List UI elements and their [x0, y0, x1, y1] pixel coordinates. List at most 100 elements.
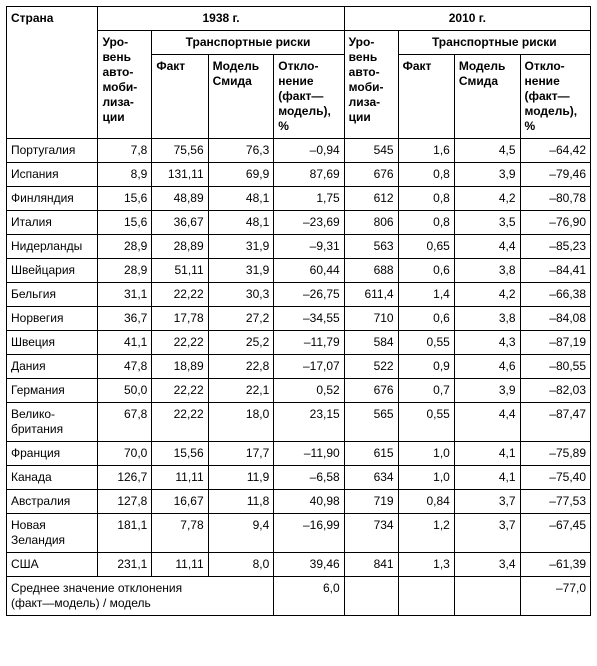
cell-fact-1938: 48,89: [152, 187, 208, 211]
cell-level-2010: 806: [344, 211, 398, 235]
cell-dev-2010: –61,39: [520, 553, 590, 577]
cell-fact-1938: 22,22: [152, 403, 208, 442]
cell-level-1938: 41,1: [98, 331, 152, 355]
cell-level-2010: 584: [344, 331, 398, 355]
table-body: Португалия7,875,5676,3–0,945451,64,5–64,…: [7, 139, 591, 577]
table-row: США231,111,118,039,468411,33,4–61,39: [7, 553, 591, 577]
cell-model-1938: 48,1: [208, 187, 274, 211]
cell-fact-2010: 1,4: [398, 283, 454, 307]
cell-dev-1938: –26,75: [274, 283, 344, 307]
cell-model-2010: 4,4: [454, 235, 520, 259]
table-row: Велико-британия67,822,2218,023,155650,55…: [7, 403, 591, 442]
cell-dev-2010: –82,03: [520, 379, 590, 403]
cell-dev-2010: –84,08: [520, 307, 590, 331]
cell-level-1938: 181,1: [98, 514, 152, 553]
table-row: Дания47,818,8922,8–17,075220,94,6–80,55: [7, 355, 591, 379]
cell-model-1938: 31,9: [208, 259, 274, 283]
col-2010: 2010 г.: [344, 7, 590, 31]
cell-fact-2010: 0,9: [398, 355, 454, 379]
cell-dev-1938: –6,58: [274, 466, 344, 490]
cell-dev-2010: –87,47: [520, 403, 590, 442]
cell-level-2010: 688: [344, 259, 398, 283]
cell-model-1938: 18,0: [208, 403, 274, 442]
cell-model-2010: 3,5: [454, 211, 520, 235]
cell-dev-2010: –67,45: [520, 514, 590, 553]
table-row: Бельгия31,122,2230,3–26,75611,41,44,2–66…: [7, 283, 591, 307]
cell-level-2010: 565: [344, 403, 398, 442]
cell-country: Бельгия: [7, 283, 98, 307]
cell-fact-2010: 0,84: [398, 490, 454, 514]
cell-level-2010: 676: [344, 163, 398, 187]
cell-fact-1938: 15,56: [152, 442, 208, 466]
cell-level-1938: 70,0: [98, 442, 152, 466]
cell-model-1938: 9,4: [208, 514, 274, 553]
cell-model-1938: 27,2: [208, 307, 274, 331]
cell-model-1938: 22,1: [208, 379, 274, 403]
cell-model-2010: 4,2: [454, 283, 520, 307]
table-row: Финляндия15,648,8948,11,756120,84,2–80,7…: [7, 187, 591, 211]
table-row: Канада126,711,1111,9–6,586341,04,1–75,40: [7, 466, 591, 490]
cell-level-2010: 676: [344, 379, 398, 403]
cell-model-1938: 31,9: [208, 235, 274, 259]
table-row: Франция70,015,5617,7–11,906151,04,1–75,8…: [7, 442, 591, 466]
cell-level-1938: 50,0: [98, 379, 152, 403]
cell-dev-1938: –17,07: [274, 355, 344, 379]
table-row: Португалия7,875,5676,3–0,945451,64,5–64,…: [7, 139, 591, 163]
cell-model-1938: 22,8: [208, 355, 274, 379]
table-header: Страна 1938 г. 2010 г. Уро-веньавто-моби…: [7, 7, 591, 139]
cell-dev-1938: –23,69: [274, 211, 344, 235]
col-risks-1938: Транспортные риски: [152, 31, 344, 55]
cell-dev-1938: 40,98: [274, 490, 344, 514]
cell-level-1938: 67,8: [98, 403, 152, 442]
cell-country: Швеция: [7, 331, 98, 355]
cell-dev-1938: –16,99: [274, 514, 344, 553]
cell-level-2010: 719: [344, 490, 398, 514]
cell-fact-1938: 36,67: [152, 211, 208, 235]
cell-dev-2010: –85,23: [520, 235, 590, 259]
cell-fact-2010: 0,8: [398, 211, 454, 235]
cell-model-1938: 25,2: [208, 331, 274, 355]
cell-dev-1938: –34,55: [274, 307, 344, 331]
cell-fact-1938: 22,22: [152, 331, 208, 355]
cell-dev-1938: 60,44: [274, 259, 344, 283]
table-row: Испания8,9131,1169,987,696760,83,9–79,46: [7, 163, 591, 187]
cell-model-1938: 30,3: [208, 283, 274, 307]
cell-level-2010: 734: [344, 514, 398, 553]
cell-fact-1938: 18,89: [152, 355, 208, 379]
cell-model-2010: 4,3: [454, 331, 520, 355]
col-fact-1938: Факт: [152, 55, 208, 139]
table-row: Нидерланды28,928,8931,9–9,315630,654,4–8…: [7, 235, 591, 259]
cell-fact-1938: 51,11: [152, 259, 208, 283]
cell-level-2010: 710: [344, 307, 398, 331]
cell-dev-1938: 0,52: [274, 379, 344, 403]
cell-model-1938: 17,7: [208, 442, 274, 466]
cell-fact-2010: 0,6: [398, 307, 454, 331]
cell-level-1938: 28,9: [98, 235, 152, 259]
cell-country: Велико-британия: [7, 403, 98, 442]
cell-country: Австралия: [7, 490, 98, 514]
cell-country: Финляндия: [7, 187, 98, 211]
cell-level-2010: 563: [344, 235, 398, 259]
cell-dev-2010: –76,90: [520, 211, 590, 235]
cell-dev-1938: 87,69: [274, 163, 344, 187]
cell-dev-2010: –66,38: [520, 283, 590, 307]
cell-level-2010: 522: [344, 355, 398, 379]
cell-fact-1938: 16,67: [152, 490, 208, 514]
cell-fact-1938: 75,56: [152, 139, 208, 163]
cell-level-1938: 231,1: [98, 553, 152, 577]
cell-country: Дания: [7, 355, 98, 379]
cell-model-2010: 4,1: [454, 442, 520, 466]
cell-dev-1938: –11,90: [274, 442, 344, 466]
cell-fact-2010: 1,0: [398, 466, 454, 490]
cell-dev-1938: –0,94: [274, 139, 344, 163]
cell-country: Норвегия: [7, 307, 98, 331]
cell-model-2010: 3,7: [454, 490, 520, 514]
cell-level-1938: 127,8: [98, 490, 152, 514]
cell-fact-2010: 1,2: [398, 514, 454, 553]
footer-d38: 6,0: [274, 577, 344, 616]
cell-level-2010: 615: [344, 442, 398, 466]
cell-fact-1938: 7,78: [152, 514, 208, 553]
cell-model-2010: 4,6: [454, 355, 520, 379]
cell-dev-2010: –64,42: [520, 139, 590, 163]
cell-model-1938: 8,0: [208, 553, 274, 577]
